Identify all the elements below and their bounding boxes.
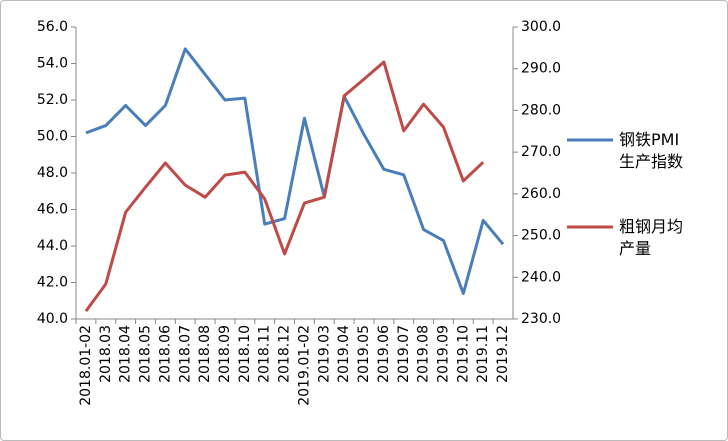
x-tick-label: 2018.05 xyxy=(138,325,154,383)
y2-tick-label: 300.0 xyxy=(521,19,561,35)
y2-tick-label: 280.0 xyxy=(521,102,561,118)
y2-tick-label: 270.0 xyxy=(521,144,561,160)
y2-tick-label: 250.0 xyxy=(521,228,561,244)
x-tick-label: 2018.01-02 xyxy=(78,325,94,406)
x-tick-label: 2019.07 xyxy=(396,325,412,383)
x-tick-label: 2018.03 xyxy=(98,325,114,383)
x-tick-label: 2018.07 xyxy=(177,325,193,383)
y2-tick-label: 290.0 xyxy=(521,61,561,77)
x-tick-label: 2018.08 xyxy=(197,325,213,383)
x-tick-label: 2018.04 xyxy=(118,325,134,383)
legend-label: 粗钢月均产量 xyxy=(619,217,684,258)
x-tick-label: 2018.11 xyxy=(257,325,273,383)
y2-tick-label: 260.0 xyxy=(521,186,561,202)
x-tick-label: 2019.06 xyxy=(376,325,392,383)
y2-tick-label: 240.0 xyxy=(521,269,561,285)
x-tick-label: 2018.06 xyxy=(157,325,173,383)
x-tick-label: 2019.04 xyxy=(336,325,352,383)
y2-tick-label: 230.0 xyxy=(521,311,561,327)
y-tick-label: 48.0 xyxy=(37,165,68,181)
y-tick-label: 52.0 xyxy=(37,92,68,108)
series-line xyxy=(84,60,485,312)
y-tick-label: 56.0 xyxy=(37,19,68,35)
x-tick-label: 2018.09 xyxy=(217,325,233,383)
x-tick-label: 2019.11 xyxy=(475,325,491,383)
x-tick-label: 2019.08 xyxy=(416,325,432,383)
x-tick-label: 2019.10 xyxy=(455,325,471,383)
x-tick-label: 2019.05 xyxy=(356,325,372,383)
series-line xyxy=(85,47,505,295)
legend-label: 钢铁PMI生产指数 xyxy=(619,130,684,171)
y-tick-label: 44.0 xyxy=(37,238,68,254)
x-tick-label: 2019.09 xyxy=(435,325,451,383)
x-tick-label: 2019.03 xyxy=(316,325,332,383)
y-tick-label: 40.0 xyxy=(37,311,68,327)
x-tick-label: 2019.01-02 xyxy=(296,325,312,406)
x-tick-label: 2019.12 xyxy=(495,325,511,383)
y-tick-label: 46.0 xyxy=(37,202,68,218)
x-tick-label: 2018.12 xyxy=(277,325,293,383)
x-tick-label: 2018.10 xyxy=(237,325,253,383)
y-tick-label: 50.0 xyxy=(37,129,68,145)
y-tick-label: 54.0 xyxy=(37,56,68,72)
y-tick-label: 42.0 xyxy=(37,275,68,291)
